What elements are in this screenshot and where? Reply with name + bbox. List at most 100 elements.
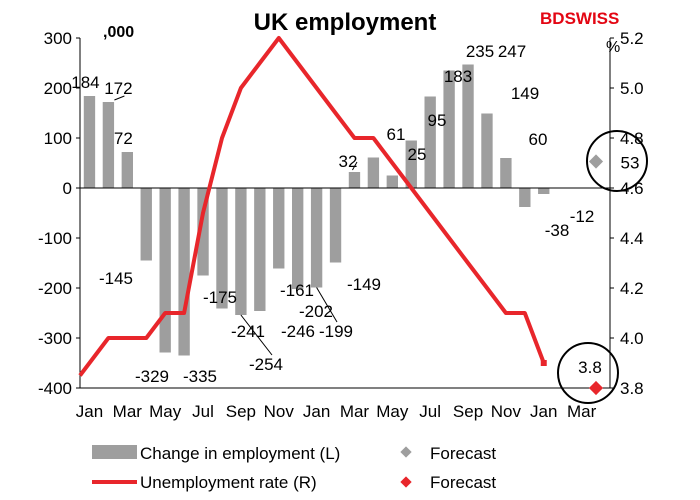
- legend-bar-forecast-label: Forecast: [430, 444, 496, 463]
- right-axis-tick-label: 4.4: [620, 229, 644, 248]
- left-axis-tick-label: 0: [63, 179, 72, 198]
- legend-line-label: Unemployment rate (R): [140, 473, 317, 492]
- bar-data-label: -335: [183, 367, 217, 386]
- employment-bar: [405, 140, 417, 188]
- legend-bar-label: Change in employment (L): [140, 444, 340, 463]
- right-axis-unit: %: [606, 39, 620, 56]
- employment-bar: [273, 188, 285, 269]
- unemployment-forecast-marker: [588, 380, 604, 396]
- unemployment-last-point: [540, 360, 547, 366]
- bar-data-label: -145: [99, 269, 133, 288]
- bar-data-label: -199: [319, 322, 353, 341]
- bar-data-label: 60: [529, 130, 548, 149]
- employment-bar: [235, 188, 247, 315]
- right-axis-tick-label: 5.0: [620, 79, 644, 98]
- x-axis-tick-label: Mar: [340, 402, 370, 421]
- employment-bar: [443, 70, 455, 188]
- forecast-highlight-circle: [586, 130, 648, 192]
- bar-data-label: -149: [347, 275, 381, 294]
- employment-bar: [481, 113, 493, 188]
- x-axis-tick-label: Mar: [113, 402, 143, 421]
- right-axis-tick-label: 5.2: [620, 29, 644, 48]
- left-axis-unit: ,000: [103, 24, 134, 41]
- legend-line-forecast-swatch: [400, 476, 412, 488]
- left-axis-tick-label: 200: [44, 79, 72, 98]
- legend-bar-forecast-swatch: [400, 446, 412, 458]
- unemployment-rate-line: [78, 36, 546, 377]
- x-axis-tick-label: Jul: [419, 402, 441, 421]
- employment-bar: [140, 188, 152, 261]
- employment-bar: [121, 152, 133, 188]
- x-axis-tick-label: Sep: [226, 402, 256, 421]
- employment-bar: [348, 172, 361, 188]
- right-axis-tick-label: 4.2: [620, 279, 644, 298]
- left-axis-tick-label: 100: [44, 129, 72, 148]
- employment-bar: [424, 96, 436, 188]
- employment-bar: [538, 188, 550, 194]
- bar-data-label: -175: [203, 288, 237, 307]
- forecast-highlight-circle: [557, 342, 619, 404]
- right-axis-tick-label: 4.8: [620, 129, 644, 148]
- brand-logo-swiss: SWISS: [565, 9, 620, 28]
- employment-bar: [519, 188, 531, 207]
- x-axis-tick-label: Jan: [303, 402, 330, 421]
- bar-data-label: 235: [466, 42, 494, 61]
- bar-data-label: 183: [444, 67, 472, 86]
- x-axis-tick-label: Sep: [453, 402, 483, 421]
- x-axis-tick-label: Jul: [192, 402, 214, 421]
- left-axis-tick-label: -400: [38, 379, 72, 398]
- label-leader-line: [240, 314, 273, 356]
- label-leader-line: [114, 95, 125, 101]
- bar-data-label: -246: [281, 322, 315, 341]
- brand-logo: BDSWISS: [540, 9, 619, 28]
- right-axis-tick-label: 3.8: [620, 379, 644, 398]
- employment-bar: [178, 188, 190, 356]
- employment-bar: [83, 96, 96, 188]
- right-axis-tick-label: 4.0: [620, 329, 644, 348]
- employment-bar: [329, 188, 342, 263]
- left-axis-tick-label: -300: [38, 329, 72, 348]
- bar-data-label: -329: [135, 367, 169, 386]
- bar-data-label: -38: [545, 221, 570, 240]
- employment-bar: [159, 188, 171, 353]
- employment-bar: [500, 158, 512, 188]
- bar-data-label: 95: [428, 111, 447, 130]
- bar-data-label: 172: [104, 79, 132, 98]
- bar-data-label: -12: [570, 207, 595, 226]
- left-axis-tick-label: -100: [38, 229, 72, 248]
- bar-data-label: -202: [299, 302, 333, 321]
- x-axis-tick-label: Mar: [567, 402, 597, 421]
- bar-data-label: 32: [339, 152, 358, 171]
- employment-bar: [386, 175, 398, 188]
- legend-line-forecast-label: Forecast: [430, 473, 496, 492]
- label-leader-line: [316, 287, 338, 323]
- employment-bars: [83, 64, 550, 356]
- x-axis-tick-label: Nov: [491, 402, 522, 421]
- employment-bar: [310, 188, 323, 288]
- forecast-markers: 533.8: [557, 130, 648, 404]
- unemployment-last-label: 3.8: [578, 358, 602, 377]
- bar-data-label: 247: [498, 42, 526, 61]
- employment-bar: [254, 188, 266, 311]
- axes: -400 -300 -200 -100 0 100 200 300 3.8 4.0 4.2 4.4 4.…: [38, 29, 644, 421]
- bar-data-label: 184: [71, 73, 99, 92]
- bar-data-label: 149: [511, 84, 539, 103]
- chart-title: UK employment: [254, 9, 437, 36]
- x-axis-tick-label: Jan: [530, 402, 557, 421]
- label-leader-line: [352, 161, 358, 171]
- employment-forecast-marker: [588, 154, 604, 169]
- unemployment-line: [78, 36, 547, 377]
- x-axis-tick-label: Nov: [264, 402, 295, 421]
- legend-bar-swatch: [92, 445, 137, 459]
- employment-forecast-label: 53: [621, 154, 640, 173]
- employment-bar: [102, 102, 115, 188]
- bar-data-label: 25: [408, 145, 427, 164]
- brand-logo-bd: BD: [540, 9, 565, 28]
- data-labels: 184 172 72 -145 -329 -335 -175 -241 -254 -246 -161…: [71, 42, 594, 386]
- left-axis-tick-label: 300: [44, 29, 72, 48]
- x-axis-tick-label: May: [376, 402, 409, 421]
- bar-data-label: -254: [249, 355, 283, 374]
- employment-bar: [462, 64, 474, 188]
- bar-data-label: -241: [231, 322, 265, 341]
